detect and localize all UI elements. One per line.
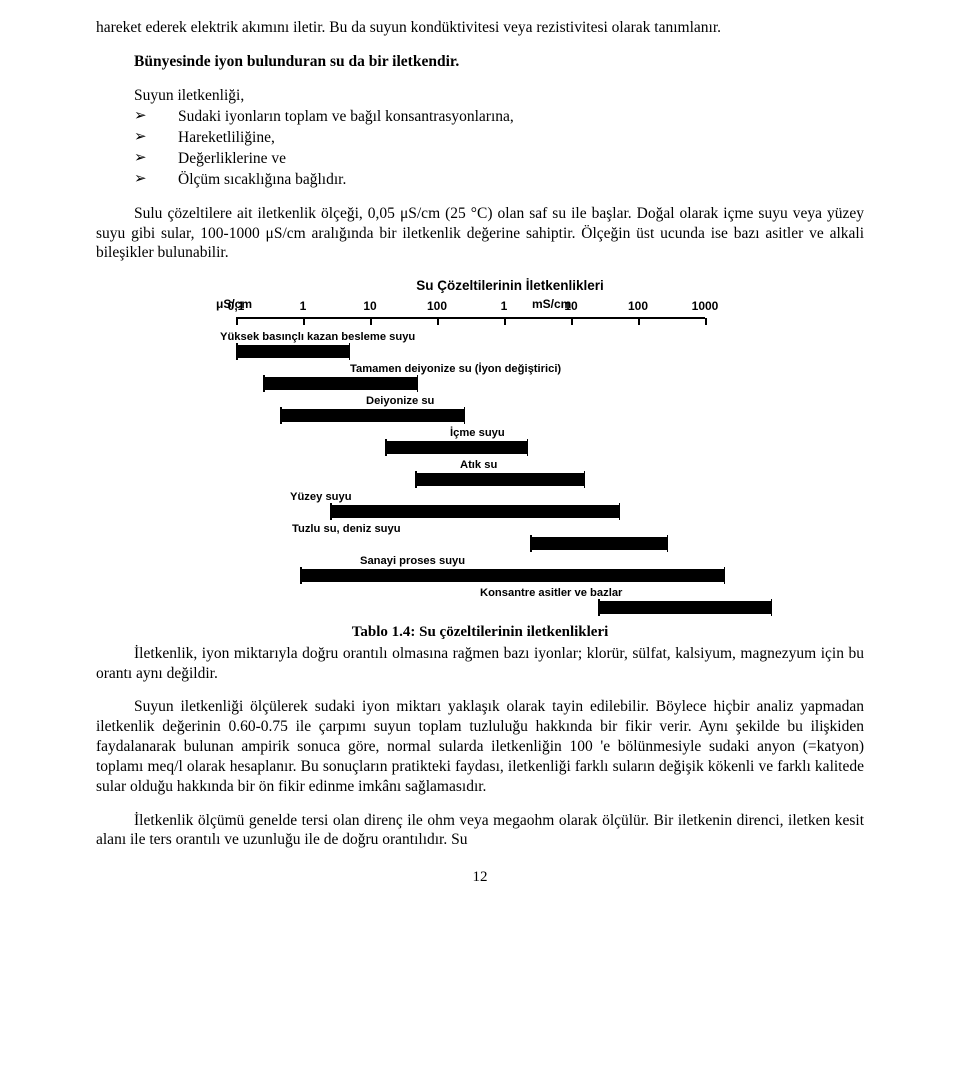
conductivity-chart: Su Çözeltilerinin İletkenlikleri μS/cmmS…: [180, 277, 780, 616]
chart-band-bar: [598, 601, 772, 614]
chart-axis: μS/cmmS/cm0,11101001101001000: [180, 297, 780, 329]
paragraph-5: İletkenlik, iyon miktarıyla doğru orantı…: [96, 644, 864, 684]
axis-tick-mark: [303, 318, 305, 325]
chart-band-bar: [280, 409, 465, 422]
chart-band-bar: [415, 473, 585, 486]
axis-tick-mark: [370, 318, 372, 325]
chart-band-bar: [300, 569, 725, 582]
axis-tick-label: 0,1: [228, 299, 245, 314]
chart-title: Su Çözeltilerinin İletkenlikleri: [180, 277, 780, 294]
axis-tick-label: 10: [564, 299, 577, 314]
chart-band-row: Sanayi proses suyu: [180, 567, 780, 585]
page-number: 12: [96, 868, 864, 887]
chart-band-row: Deiyonize su: [180, 407, 780, 425]
chart-band-row: Konsantre asitler ve bazlar: [180, 599, 780, 617]
chart-band-row: Tamamen deiyonize su (İyon değiştirici): [180, 375, 780, 393]
page: hareket ederek elektrik akımını iletir. …: [0, 0, 960, 917]
chart-band-label: Deiyonize su: [366, 394, 434, 408]
axis-tick-mark: [638, 318, 640, 325]
chart-band-label: Tamamen deiyonize su (İyon değiştirici): [350, 362, 561, 376]
chart-band-bar: [385, 441, 528, 454]
list-item: Hareketliliğine,: [134, 128, 864, 148]
axis-tick-mark: [571, 318, 573, 325]
chart-band-bar: [263, 377, 418, 390]
axis-tick-mark: [236, 318, 238, 325]
chart-band-label: Konsantre asitler ve bazlar: [480, 586, 622, 600]
chart-band-row: Tuzlu su, deniz suyu: [180, 535, 780, 553]
axis-tick-mark: [705, 318, 707, 325]
chart-band-bar: [236, 345, 350, 358]
list-item: Değerliklerine ve: [134, 149, 864, 169]
axis-tick-mark: [504, 318, 506, 325]
axis-tick-label: 1: [501, 299, 508, 314]
list-item: Ölçüm sıcaklığına bağlıdır.: [134, 170, 864, 190]
paragraph-4: Sulu çözeltilere ait iletkenlik ölçeği, …: [96, 204, 864, 263]
chart-band-label: Yüksek basınçlı kazan besleme suyu: [220, 330, 415, 344]
chart-bands: Yüksek basınçlı kazan besleme suyuTamame…: [180, 343, 780, 617]
chart-band-label: Tuzlu su, deniz suyu: [292, 522, 401, 536]
chart-band-label: Atık su: [460, 458, 497, 472]
paragraph-2-bold: Bünyesinde iyon bulunduran su da bir ile…: [96, 52, 864, 72]
chart-band-row: İçme suyu: [180, 439, 780, 457]
list-item: Sudaki iyonların toplam ve bağıl konsant…: [134, 107, 864, 127]
chart-band-label: Sanayi proses suyu: [360, 554, 465, 568]
paragraph-6: Suyun iletkenliği ölçülerek sudaki iyon …: [96, 697, 864, 796]
chart-band-bar: [330, 505, 620, 518]
chart-band-row: Yüksek basınçlı kazan besleme suyu: [180, 343, 780, 361]
axis-tick-label: 1000: [692, 299, 719, 314]
chart-band-label: Yüzey suyu: [290, 490, 352, 504]
table-caption: Tablo 1.4: Su çözeltilerinin iletkenlikl…: [96, 623, 864, 642]
axis-tick-label: 100: [628, 299, 648, 314]
chart-band-bar: [530, 537, 668, 550]
axis-tick-label: 10: [363, 299, 376, 314]
chart-band-label: İçme suyu: [450, 426, 505, 440]
paragraph-7: İletkenlik ölçümü genelde tersi olan dir…: [96, 811, 864, 851]
bullet-list: Sudaki iyonların toplam ve bağıl konsant…: [96, 107, 864, 189]
axis-tick-mark: [437, 318, 439, 325]
axis-line: [236, 317, 705, 319]
axis-tick-label: 1: [300, 299, 307, 314]
chart-band-row: Atık su: [180, 471, 780, 489]
list-intro: Suyun iletkenliği,: [96, 86, 864, 106]
axis-tick-label: 100: [427, 299, 447, 314]
chart-band-row: Yüzey suyu: [180, 503, 780, 521]
paragraph-1: hareket ederek elektrik akımını iletir. …: [96, 18, 864, 38]
